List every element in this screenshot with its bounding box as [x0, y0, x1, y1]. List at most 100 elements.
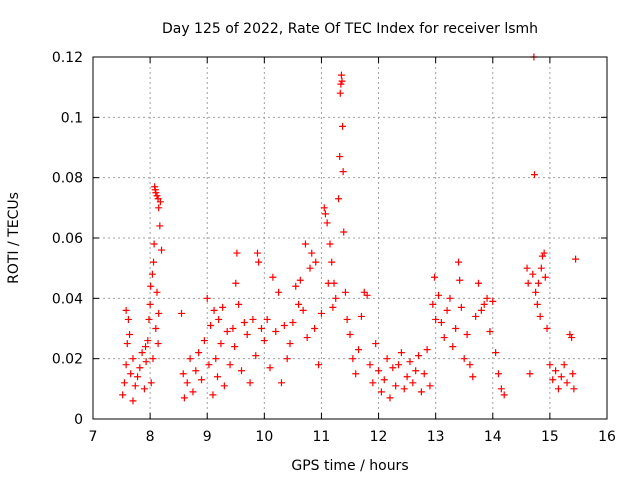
data-point: [299, 306, 307, 314]
data-point: [489, 297, 497, 305]
data-point: [155, 309, 163, 317]
data-point: [289, 318, 297, 326]
data-point: [372, 340, 380, 348]
data-point: [223, 328, 231, 336]
data-point: [426, 382, 434, 390]
data-point: [153, 192, 161, 200]
data-point: [186, 355, 194, 363]
data-point: [156, 198, 164, 206]
data-point: [312, 258, 320, 266]
data-point: [229, 325, 237, 332]
data-point: [403, 373, 411, 381]
data-point: [212, 355, 220, 363]
y-tick-label: 0.1: [61, 110, 83, 126]
data-point: [255, 258, 263, 266]
data-point: [412, 367, 420, 375]
data-point: [154, 340, 162, 348]
data-point: [152, 325, 160, 332]
data-point: [330, 279, 338, 287]
data-point: [140, 385, 148, 393]
data-point: [455, 258, 463, 266]
x-tick-label: 10: [255, 429, 273, 445]
data-point: [386, 394, 394, 402]
data-point: [406, 358, 414, 366]
data-point: [392, 382, 400, 390]
data-point: [210, 306, 218, 314]
data-point: [538, 252, 546, 260]
data-point: [420, 370, 428, 378]
data-point: [463, 331, 471, 339]
data-point: [147, 282, 155, 290]
data-point: [375, 367, 383, 375]
data-point: [339, 168, 347, 176]
data-point: [537, 264, 545, 272]
data-point: [134, 373, 142, 381]
data-point: [524, 279, 532, 287]
data-point: [253, 249, 261, 257]
data-point: [214, 373, 222, 381]
data-point: [475, 279, 482, 287]
data-point: [233, 249, 241, 257]
data-point: [317, 309, 325, 317]
data-point: [352, 370, 360, 378]
data-point: [295, 300, 303, 308]
data-point: [543, 325, 551, 332]
data-point: [200, 337, 208, 345]
data-point: [533, 300, 541, 308]
data-point: [380, 376, 388, 384]
x-tick-label: 9: [203, 429, 212, 445]
data-point: [119, 391, 127, 399]
data-point: [203, 294, 211, 302]
data-point: [343, 315, 351, 323]
data-point: [437, 318, 445, 326]
data-point: [246, 379, 254, 387]
data-point: [466, 361, 474, 369]
data-point: [217, 340, 225, 348]
data-point: [328, 258, 336, 266]
data-point: [457, 303, 465, 311]
data-point: [349, 355, 357, 363]
x-tick-label: 16: [598, 429, 616, 445]
data-point: [329, 303, 337, 311]
data-point: [377, 388, 385, 396]
data-point: [198, 376, 206, 384]
data-point: [320, 204, 328, 212]
data-point: [369, 379, 377, 387]
data-point: [341, 288, 349, 296]
data-point: [209, 391, 217, 399]
data-point: [332, 294, 340, 302]
data-point: [443, 306, 451, 314]
data-point: [269, 273, 277, 281]
data-point: [231, 343, 239, 351]
data-point: [283, 355, 291, 363]
data-point: [452, 325, 460, 332]
data-point: [158, 246, 166, 254]
data-point: [569, 370, 577, 378]
data-point: [529, 270, 537, 278]
data-point: [563, 379, 571, 387]
data-point: [532, 288, 540, 296]
data-point: [150, 240, 158, 248]
data-point: [339, 122, 347, 130]
data-point: [346, 331, 354, 339]
data-point: [301, 240, 309, 248]
data-point: [449, 343, 457, 351]
data-point: [183, 379, 191, 387]
data-point: [409, 379, 417, 387]
data-point: [397, 349, 405, 357]
data-point: [277, 379, 285, 387]
data-point: [131, 382, 139, 390]
y-tick-label: 0.08: [52, 171, 83, 187]
data-point: [541, 273, 549, 281]
data-point: [122, 306, 130, 314]
data-point: [136, 364, 144, 372]
data-point: [129, 355, 137, 363]
data-point: [205, 361, 213, 369]
x-axis-label: GPS time / hours: [291, 458, 408, 474]
data-point: [123, 340, 131, 348]
data-point: [460, 355, 468, 363]
data-point: [220, 382, 228, 390]
data-point: [337, 80, 345, 88]
data-point: [480, 300, 488, 308]
